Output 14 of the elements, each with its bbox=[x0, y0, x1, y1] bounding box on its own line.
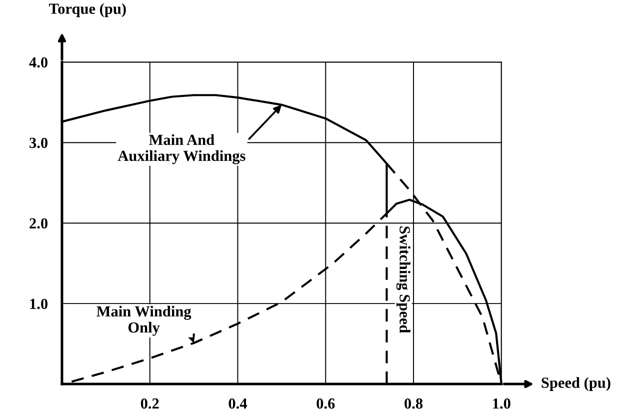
x-tick-label: 0.6 bbox=[316, 398, 335, 409]
y-tick-label: 3.0 bbox=[30, 138, 48, 148]
y-tick-label: 4.0 bbox=[29, 57, 48, 68]
x-tick-label: 0.4 bbox=[228, 398, 248, 409]
annotation: Main And Auxiliary Windings bbox=[118, 134, 246, 164]
x-tick-label: 0.2 bbox=[140, 398, 159, 409]
annotation: Main Winding Only bbox=[96, 306, 192, 336]
y-tick-label: 1.0 bbox=[30, 298, 48, 310]
x-tick-label: 1.0 bbox=[493, 398, 510, 409]
y-tick-label: 2.0 bbox=[30, 218, 48, 229]
y-axis-title: Torque (pu) bbox=[49, 3, 126, 18]
annotation: Switching Speed bbox=[396, 226, 410, 333]
x-tick-label: 0.8 bbox=[404, 398, 423, 409]
x-axis-title: Speed (pu) bbox=[542, 377, 610, 391]
